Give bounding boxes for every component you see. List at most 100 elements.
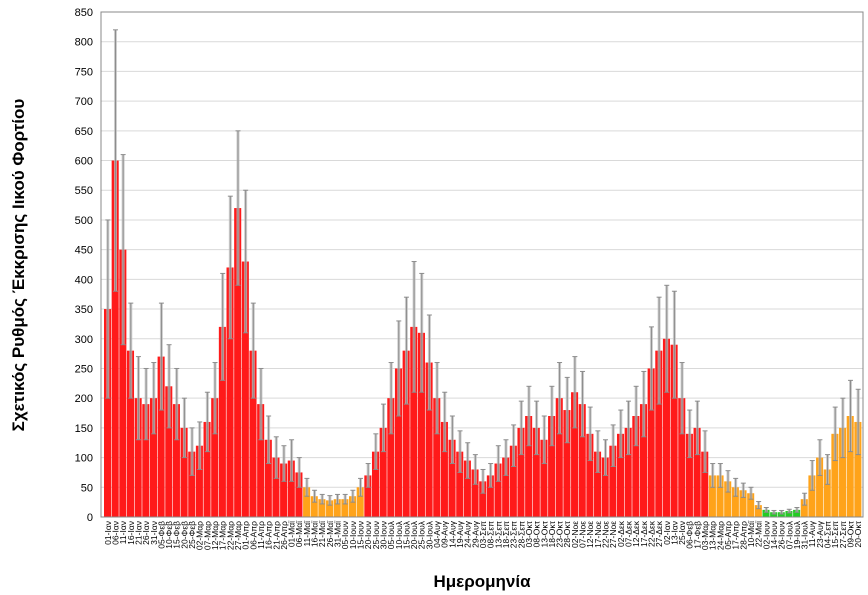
error-bar xyxy=(495,445,501,482)
y-tick-label: 150 xyxy=(75,423,93,435)
bar xyxy=(402,350,410,517)
error-bar xyxy=(396,320,402,417)
x-tick-label: 27-Σεπ xyxy=(838,521,848,548)
x-tick-label: 03-Μαρ xyxy=(700,521,710,550)
bar xyxy=(532,427,540,517)
bar xyxy=(716,475,724,517)
x-tick-label: 15-Σεπ xyxy=(830,521,840,548)
bar xyxy=(555,398,563,517)
x-axis-ticks: 01-Ιαν06-Ιαν11-Ιαν16-Ιαν21-Ιαν26-Ιαν31-Ι… xyxy=(103,520,863,550)
x-tick-label: 06-Φεβ xyxy=(685,521,695,549)
error-bar xyxy=(465,442,471,479)
x-tick-label: 25-Ιουν xyxy=(371,521,381,549)
bar xyxy=(685,433,693,517)
bar xyxy=(448,439,456,517)
bar xyxy=(616,433,625,517)
y-tick-label: 600 xyxy=(75,156,93,168)
bar xyxy=(724,481,732,517)
bar xyxy=(280,463,288,517)
error-bar xyxy=(733,477,739,497)
y-tick-label: 850 xyxy=(75,7,93,19)
bar xyxy=(770,512,778,517)
error-bar xyxy=(595,430,601,473)
x-tick-label: 27-Μαρ xyxy=(233,521,243,550)
y-tick-label: 0 xyxy=(87,512,93,524)
bar xyxy=(134,398,142,517)
error-bar xyxy=(603,439,609,476)
x-tick-label: 14-Αυγ xyxy=(447,520,457,548)
x-tick-label: 15-Ιουν xyxy=(355,521,365,549)
error-bar xyxy=(227,195,233,340)
bar xyxy=(739,490,747,517)
x-tick-label: 13-Οκτ xyxy=(539,520,549,547)
error-bar xyxy=(357,477,363,497)
x-tick-label: 16-Ιαν xyxy=(126,521,136,545)
error-bar xyxy=(403,296,409,405)
error-bar xyxy=(786,508,792,514)
error-bar xyxy=(319,493,325,505)
error-bar xyxy=(625,400,631,456)
x-tick-label: 12-Δεκ xyxy=(631,520,641,547)
x-tick-label: 01-Απρ xyxy=(241,521,251,550)
x-tick-label: 02-Νοε xyxy=(570,521,580,548)
y-tick-label: 50 xyxy=(81,482,93,494)
bar xyxy=(486,475,494,517)
bar xyxy=(272,457,280,517)
x-tick-label: 10-Ιουλ xyxy=(394,520,404,549)
error-bar xyxy=(825,454,831,485)
x-tick-label: 15-Φεβ xyxy=(172,521,182,549)
bar xyxy=(241,261,249,517)
bar xyxy=(571,392,579,517)
x-tick-label: 05-Ιουν xyxy=(340,521,350,549)
bar xyxy=(172,404,180,517)
x-tick-label: 27-Νοε xyxy=(608,521,618,548)
error-bar xyxy=(679,362,685,435)
x-tick-label: 17-Απρ xyxy=(731,521,741,550)
bar xyxy=(701,451,709,517)
bar xyxy=(456,451,464,517)
bar xyxy=(440,421,448,517)
x-tick-label: 05-Φεβ xyxy=(156,521,166,549)
error-bar xyxy=(112,29,118,292)
error-bar xyxy=(725,470,731,493)
bar xyxy=(410,326,418,517)
bar xyxy=(708,475,716,517)
error-bar xyxy=(151,362,157,435)
error-bar xyxy=(281,445,287,482)
bar xyxy=(333,499,341,517)
x-tick-label: 12-Μαρ xyxy=(210,521,220,550)
error-bar xyxy=(587,406,593,462)
x-tick-label: 20-Φεβ xyxy=(179,521,189,549)
x-tick-label: 05-Απρ xyxy=(723,521,733,550)
x-tick-label: 06-Ιαν xyxy=(110,521,120,545)
x-tick-label: 02-Μαρ xyxy=(195,521,205,550)
bar xyxy=(264,439,272,517)
x-tick-label: 30-Ιουν xyxy=(378,521,388,549)
y-tick-label: 500 xyxy=(75,215,93,227)
x-tick-label: 03-Σεπ xyxy=(478,521,488,548)
x-tick-label: 28-Οκτ xyxy=(562,520,572,547)
bar xyxy=(793,509,801,517)
error-bar xyxy=(181,397,187,459)
bar xyxy=(226,267,234,517)
error-bar xyxy=(304,477,310,497)
x-tick-label: 28-Απρ xyxy=(738,521,748,550)
bar xyxy=(693,427,701,517)
bar xyxy=(287,460,295,517)
error-bar xyxy=(135,356,141,441)
error-bar xyxy=(740,482,746,498)
x-tick-label: 24-Αυγ xyxy=(463,520,473,548)
bar xyxy=(823,469,831,517)
error-bar xyxy=(541,415,547,465)
bar xyxy=(119,249,127,517)
bar xyxy=(655,350,663,517)
bar xyxy=(157,356,165,517)
x-tick-label: 21-Απρ xyxy=(271,521,281,550)
error-bar xyxy=(840,397,846,459)
x-tick-label: 09-Οκτ xyxy=(846,520,856,547)
x-tick-label: 23-Σεπ xyxy=(509,521,519,548)
bar xyxy=(417,332,425,517)
bar xyxy=(379,427,387,517)
x-tick-label: 11-Αυγ xyxy=(807,520,817,547)
error-bar xyxy=(526,385,532,447)
